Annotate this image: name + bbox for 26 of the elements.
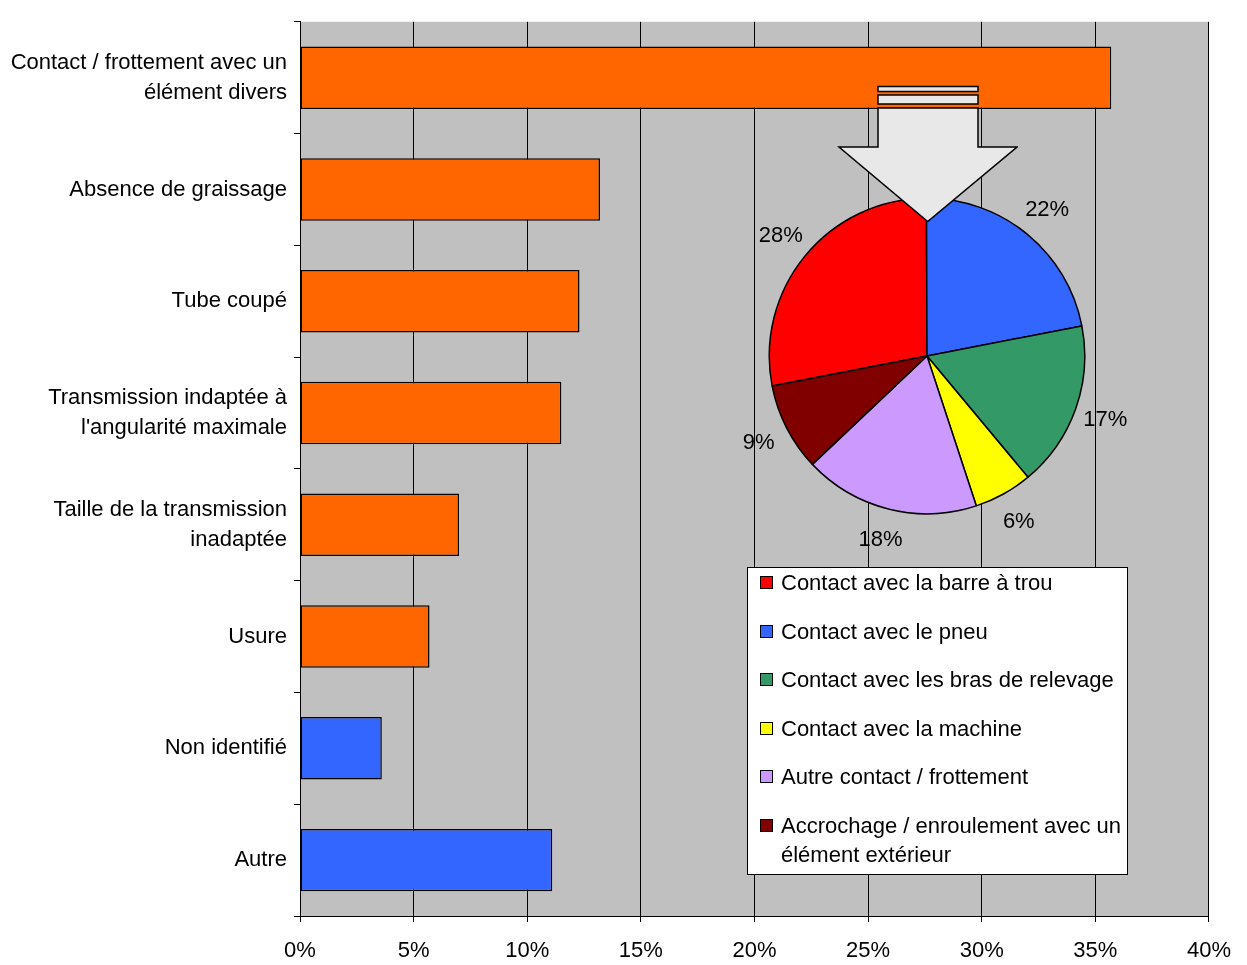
y-tick-label: Non identifié xyxy=(164,734,287,760)
x-tick-label: 15% xyxy=(618,937,663,963)
data-label: 22% xyxy=(1025,195,1070,221)
x-tick-label: 30% xyxy=(959,937,1004,963)
legend-label: Accrochage / enroulement avec un élément extérieur xyxy=(781,811,1122,869)
x-tick-label: 25% xyxy=(846,937,891,963)
y-tick-label: Contact / frottement avec un élément divers xyxy=(10,48,287,104)
x-tick-label: 40% xyxy=(1186,937,1232,963)
x-tick-label: 20% xyxy=(732,937,777,963)
data-label: 6% xyxy=(1002,507,1035,533)
y-tick-label: Absence de graissage xyxy=(69,175,287,201)
y-tick-label: Taille de la transmission inadaptée xyxy=(53,496,287,551)
x-tick-label: 0% xyxy=(284,937,316,963)
x-tick-label: 10% xyxy=(505,937,550,963)
legend-label: Contact avec le pneu xyxy=(781,617,989,646)
y-tick-label: Autre xyxy=(234,846,287,872)
legend-label: Contact avec la machine xyxy=(781,714,1023,743)
y-tick-label: Tube coupé xyxy=(171,287,287,313)
y-tick-label: Transmission indaptée à l'angularité maximale xyxy=(48,384,288,439)
legend-label: Contact avec la barre à trou xyxy=(781,569,1054,597)
x-tick-label: 5% xyxy=(397,937,430,963)
y-tick-label: Usure xyxy=(228,622,287,648)
data-label: 28% xyxy=(758,221,803,247)
legend-label: Contact avec les bras de relevage xyxy=(781,666,1115,694)
x-tick-label: 35% xyxy=(1073,937,1118,963)
legend-label: Autre contact / frottement xyxy=(781,763,1029,791)
